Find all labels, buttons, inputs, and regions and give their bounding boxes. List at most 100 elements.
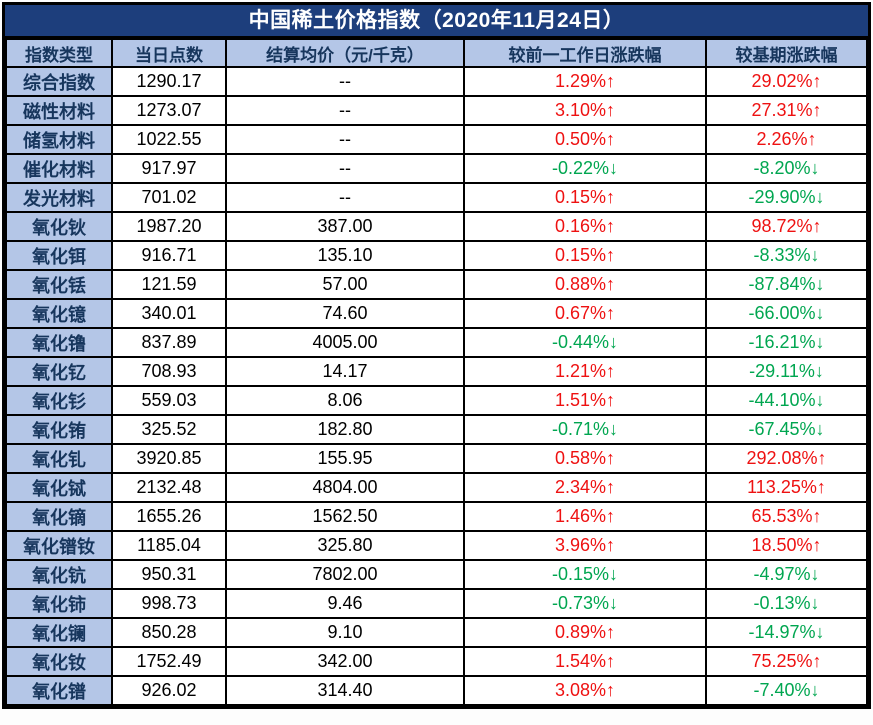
table-row: 磁性材料 1273.07 -- 3.10%↑ 27.31%↑ (5, 95, 868, 126)
table-row: 氧化镨 926.02 314.40 3.08%↑ -7.40%↓ (5, 675, 868, 706)
settle-price-value: 57.00 (225, 269, 465, 300)
settle-price-value: 155.95 (225, 443, 465, 474)
row-label: 氧化铥 (5, 269, 113, 300)
day-points-value: 917.97 (111, 153, 227, 184)
table-row: 氧化镧 850.28 9.10 0.89%↑ -14.97%↓ (5, 617, 868, 648)
settle-price-value: -- (225, 124, 465, 155)
table-row: 氧化镱 340.01 74.60 0.67%↑ -66.00%↓ (5, 298, 868, 329)
day-points-value: 325.52 (111, 414, 227, 445)
table-row: 氧化钪 950.31 7802.00 -0.15%↓ -4.97%↓ (5, 559, 868, 590)
day-change-value: 3.96%↑ (463, 530, 707, 561)
settle-price-value: 9.10 (225, 617, 465, 648)
base-change-value: -29.11%↓ (705, 356, 868, 387)
day-points-value: 1987.20 (111, 211, 227, 242)
day-change-value: 0.58%↑ (463, 443, 707, 474)
day-change-value: 1.54%↑ (463, 646, 707, 677)
settle-price-value: 8.06 (225, 385, 465, 416)
settle-price-value: 342.00 (225, 646, 465, 677)
table-row: 氧化镨钕 1185.04 325.80 3.96%↑ 18.50%↑ (5, 530, 868, 561)
day-change-value: 3.08%↑ (463, 675, 707, 706)
base-change-value: 98.72%↑ (705, 211, 868, 242)
table-row: 综合指数 1290.17 -- 1.29%↑ 29.02%↑ (5, 66, 868, 97)
row-label: 氧化钬 (5, 211, 113, 242)
row-label: 储氢材料 (5, 124, 113, 155)
col-header-base-change: 较基期涨跌幅 (705, 38, 868, 68)
base-change-value: -0.13%↓ (705, 588, 868, 619)
base-change-value: -87.84%↓ (705, 269, 868, 300)
day-change-value: 1.21%↑ (463, 356, 707, 387)
table-row: 氧化铽 2132.48 4804.00 2.34%↑ 113.25%↑ (5, 472, 868, 503)
header-row: 指数类型 当日点数 结算均价（元/千克） 较前一工作日涨跌幅 较基期涨跌幅 (5, 38, 868, 68)
day-change-value: -0.15%↓ (463, 559, 707, 590)
col-header-index-type: 指数类型 (5, 38, 113, 68)
row-label: 氧化镨钕 (5, 530, 113, 561)
day-points-value: 3920.85 (111, 443, 227, 474)
base-change-value: -66.00%↓ (705, 298, 868, 329)
day-points-value: 708.93 (111, 356, 227, 387)
day-change-value: 0.15%↑ (463, 182, 707, 213)
row-label: 氧化钆 (5, 443, 113, 474)
day-points-value: 121.59 (111, 269, 227, 300)
day-change-value: 2.34%↑ (463, 472, 707, 503)
day-change-value: -0.71%↓ (463, 414, 707, 445)
col-header-day-points: 当日点数 (111, 38, 227, 68)
day-change-value: 0.88%↑ (463, 269, 707, 300)
day-points-value: 1185.04 (111, 530, 227, 561)
day-points-value: 998.73 (111, 588, 227, 619)
row-label: 综合指数 (5, 66, 113, 97)
day-change-value: -0.73%↓ (463, 588, 707, 619)
base-change-value: -44.10%↓ (705, 385, 868, 416)
row-label: 氧化铈 (5, 588, 113, 619)
day-change-value: 3.10%↑ (463, 95, 707, 126)
row-label: 氧化钕 (5, 646, 113, 677)
table-title: 中国稀土价格指数（2020年11月24日） (5, 5, 868, 38)
settle-price-value: -- (225, 182, 465, 213)
day-change-value: -0.22%↓ (463, 153, 707, 184)
day-change-value: 0.50%↑ (463, 124, 707, 155)
day-points-value: 340.01 (111, 298, 227, 329)
table-row: 氧化铥 121.59 57.00 0.88%↑ -87.84%↓ (5, 269, 868, 300)
day-change-value: 1.51%↑ (463, 385, 707, 416)
day-points-value: 950.31 (111, 559, 227, 590)
base-change-value: 29.02%↑ (705, 66, 868, 97)
base-change-value: -14.97%↓ (705, 617, 868, 648)
base-change-value: -7.40%↓ (705, 675, 868, 706)
table-row: 氧化铈 998.73 9.46 -0.73%↓ -0.13%↓ (5, 588, 868, 619)
settle-price-value: -- (225, 153, 465, 184)
day-points-value: 1752.49 (111, 646, 227, 677)
base-change-value: -16.21%↓ (705, 327, 868, 358)
table-row: 氧化钆 3920.85 155.95 0.58%↑ 292.08%↑ (5, 443, 868, 474)
base-change-value: 113.25%↑ (705, 472, 868, 503)
base-change-value: 65.53%↑ (705, 501, 868, 532)
table-row: 氧化钕 1752.49 342.00 1.54%↑ 75.25%↑ (5, 646, 868, 677)
base-change-value: -67.45%↓ (705, 414, 868, 445)
row-label: 氧化铒 (5, 240, 113, 271)
col-header-day-change: 较前一工作日涨跌幅 (463, 38, 707, 68)
price-index-table: 中国稀土价格指数（2020年11月24日） 指数类型 当日点数 结算均价（元/千… (2, 2, 871, 709)
table-row: 氧化镝 1655.26 1562.50 1.46%↑ 65.53%↑ (5, 501, 868, 532)
day-points-value: 2132.48 (111, 472, 227, 503)
base-change-value: -29.90%↓ (705, 182, 868, 213)
base-change-value: 18.50%↑ (705, 530, 868, 561)
base-change-value: 27.31%↑ (705, 95, 868, 126)
settle-price-value: 9.46 (225, 588, 465, 619)
table-row: 发光材料 701.02 -- 0.15%↑ -29.90%↓ (5, 182, 868, 213)
settle-price-value: 387.00 (225, 211, 465, 242)
base-change-value: 2.26%↑ (705, 124, 868, 155)
day-points-value: 1273.07 (111, 95, 227, 126)
row-label: 氧化镥 (5, 327, 113, 358)
settle-price-value: 74.60 (225, 298, 465, 329)
table-row: 氧化镥 837.89 4005.00 -0.44%↓ -16.21%↓ (5, 327, 868, 358)
day-change-value: 1.29%↑ (463, 66, 707, 97)
table-row: 氧化钇 708.93 14.17 1.21%↑ -29.11%↓ (5, 356, 868, 387)
day-change-value: 1.46%↑ (463, 501, 707, 532)
day-points-value: 1655.26 (111, 501, 227, 532)
day-points-value: 1290.17 (111, 66, 227, 97)
row-label: 氧化镧 (5, 617, 113, 648)
row-label: 氧化镝 (5, 501, 113, 532)
data-table: 指数类型 当日点数 结算均价（元/千克） 较前一工作日涨跌幅 较基期涨跌幅 综合… (5, 38, 868, 706)
row-label: 氧化铽 (5, 472, 113, 503)
settle-price-value: 325.80 (225, 530, 465, 561)
table-row: 氧化铕 325.52 182.80 -0.71%↓ -67.45%↓ (5, 414, 868, 445)
